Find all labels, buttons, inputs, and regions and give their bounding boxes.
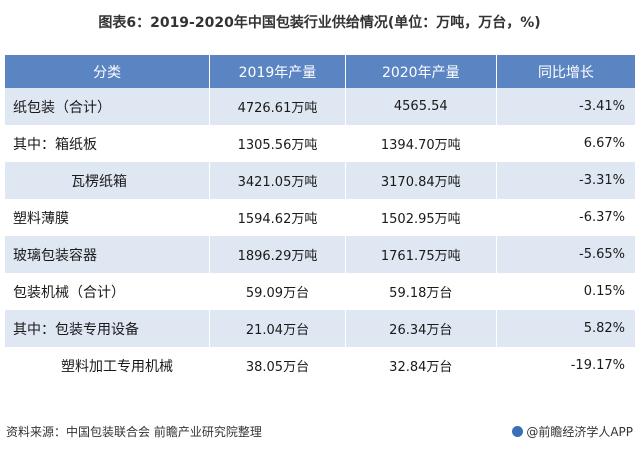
value-2019: 3421.05万吨 xyxy=(209,162,346,199)
growth-value: -19.17% xyxy=(496,347,635,384)
table-row: 包装机械（合计） 59.09万台 59.18万台 0.15% xyxy=(5,273,635,310)
row-name: 塑料薄膜 xyxy=(5,199,211,236)
growth-value: 5.82% xyxy=(496,310,635,347)
row-name: 包装机械（合计） xyxy=(5,273,211,310)
growth-value: -3.41% xyxy=(496,88,635,125)
brand-credit: @前瞻经济学人APP xyxy=(512,423,633,440)
growth-value: -6.37% xyxy=(496,199,635,236)
value-2020: 4565.54 xyxy=(345,88,497,125)
table-row: 其中：箱纸板 1305.56万吨 1394.70万吨 6.67% xyxy=(5,125,635,162)
growth-value: 6.67% xyxy=(496,125,635,162)
table-row: 其中：包装专用设备 21.04万台 26.34万台 5.82% xyxy=(5,310,635,347)
value-2020: 1502.95万吨 xyxy=(345,199,497,236)
row-name: 纸包装（合计） xyxy=(5,88,211,125)
brand-credit-text: @前瞻经济学人APP xyxy=(526,425,633,439)
table-header-row: 分类 2019年产量 2020年产量 同比增长 xyxy=(5,55,635,88)
growth-value: -3.31% xyxy=(496,162,635,199)
column-header-category: 分类 xyxy=(5,55,211,88)
value-2020: 3170.84万吨 xyxy=(345,162,497,199)
value-2020: 26.34万台 xyxy=(345,310,497,347)
table-row: 塑料加工专用机械 38.05万台 32.84万台 -19.17% xyxy=(5,347,635,384)
value-2019: 38.05万台 xyxy=(209,347,346,384)
value-2019: 59.09万台 xyxy=(209,273,346,310)
table-row: 玻璃包装容器 1896.29万吨 1761.75万吨 -5.65% xyxy=(5,236,635,273)
chart-title: 图表6：2019-2020年中国包装行业供给情况(单位：万吨，万台，%) xyxy=(98,15,541,31)
row-name: 瓦楞纸箱 xyxy=(5,162,211,199)
value-2019: 4726.61万吨 xyxy=(209,88,346,125)
value-2019: 1896.29万吨 xyxy=(209,236,346,273)
row-name: 其中：包装专用设备 xyxy=(5,310,211,347)
value-2019: 1594.62万吨 xyxy=(209,199,346,236)
value-2019: 1305.56万吨 xyxy=(209,125,346,162)
value-2020: 59.18万台 xyxy=(345,273,497,310)
growth-value: -5.65% xyxy=(496,236,635,273)
brand-logo-icon xyxy=(512,426,524,437)
supply-table: 分类 2019年产量 2020年产量 同比增长 纸包装（合计） 4726.61万… xyxy=(5,55,635,384)
row-name: 玻璃包装容器 xyxy=(5,236,211,273)
value-2019: 21.04万台 xyxy=(209,310,346,347)
column-header-growth: 同比增长 xyxy=(496,55,635,88)
column-header-2019: 2019年产量 xyxy=(209,55,346,88)
table-row: 塑料薄膜 1594.62万吨 1502.95万吨 -6.37% xyxy=(5,199,635,236)
value-2020: 1761.75万吨 xyxy=(345,236,497,273)
table-row: 瓦楞纸箱 3421.05万吨 3170.84万吨 -3.31% xyxy=(5,162,635,199)
source-note: 资料来源：中国包装联合会 前瞻产业研究院整理 xyxy=(6,425,262,439)
row-name: 塑料加工专用机械 xyxy=(5,347,211,384)
growth-value: 0.15% xyxy=(496,273,635,310)
value-2020: 32.84万台 xyxy=(345,347,497,384)
row-name: 其中：箱纸板 xyxy=(5,125,211,162)
column-header-2020: 2020年产量 xyxy=(345,55,497,88)
table-row: 纸包装（合计） 4726.61万吨 4565.54 -3.41% xyxy=(5,88,635,125)
value-2020: 1394.70万吨 xyxy=(345,125,497,162)
